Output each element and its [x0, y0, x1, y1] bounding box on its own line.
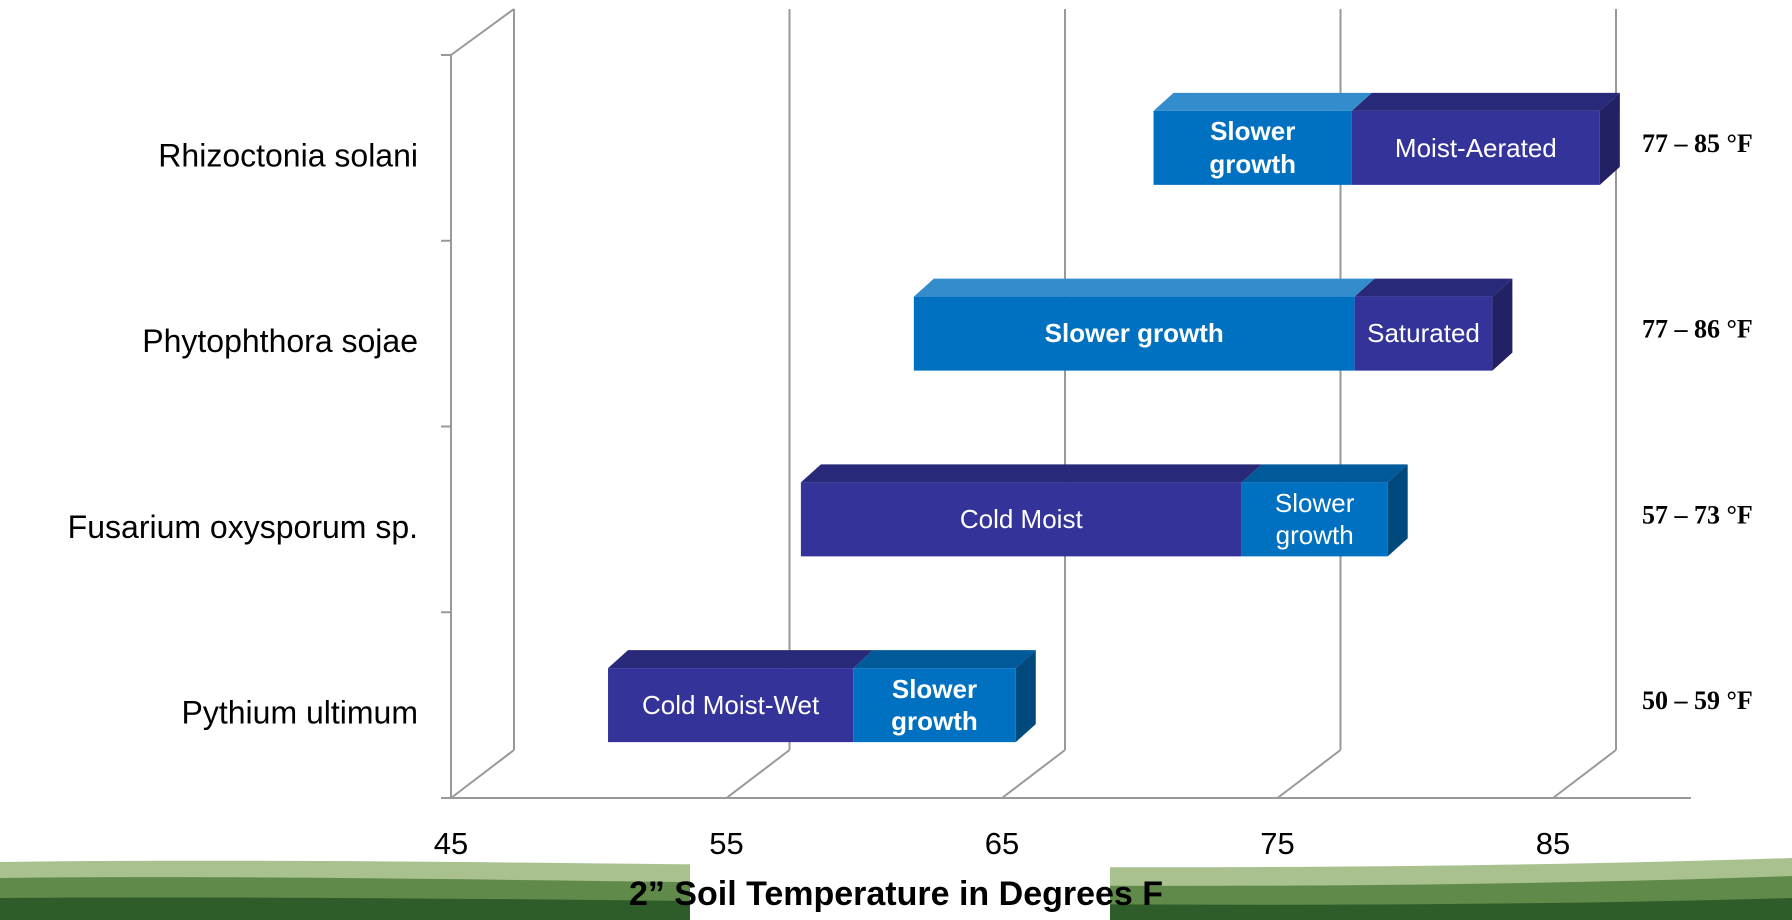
- bar-top: [1352, 93, 1620, 111]
- x-axis-title: 2” Soil Temperature in Degrees F: [629, 875, 1163, 913]
- x-tick-label: 65: [985, 826, 1019, 861]
- bar-top: [801, 464, 1262, 482]
- segment-label-box: Cold Moist: [801, 482, 1242, 556]
- range-label: 50 – 59 °F: [1642, 686, 1753, 715]
- segment-label: Slower growth: [853, 668, 1016, 742]
- segment-label: Slower growth: [1242, 482, 1388, 556]
- range-label: 77 – 85 °F: [1642, 129, 1753, 158]
- grid-line: [1002, 750, 1065, 798]
- segment-label: Moist-Aerated: [1352, 111, 1600, 185]
- category-label: Rhizoctonia solani: [158, 137, 418, 173]
- wall-edge: [451, 9, 514, 55]
- grid-line: [727, 750, 790, 798]
- range-label: 77 – 86 °F: [1642, 315, 1753, 344]
- segment-label-box: Slower growth: [853, 668, 1016, 742]
- category-label: Phytophthora sojae: [142, 323, 418, 359]
- bar-top: [1355, 279, 1513, 297]
- x-tick-label: 85: [1536, 826, 1570, 861]
- grid-line: [1553, 750, 1616, 798]
- segment-label: Slower growth: [1154, 111, 1352, 185]
- range-label: 57 – 73 °F: [1642, 500, 1753, 529]
- segment-label-box: Saturated: [1355, 297, 1493, 371]
- bar-top: [1154, 93, 1372, 111]
- x-tick-label: 55: [709, 826, 743, 861]
- segment-label: Saturated: [1355, 297, 1493, 371]
- segment-label: Cold Moist: [801, 482, 1242, 556]
- bar-top: [608, 650, 873, 668]
- grid-line: [1278, 750, 1341, 798]
- chart: 2” Soil Temperature in Degrees F 45 55 65 7…: [0, 0, 1792, 920]
- x-tick-label: 45: [434, 826, 468, 861]
- segment-label-box: Slower growth: [914, 297, 1355, 371]
- segment-label-box: Cold Moist-Wet: [608, 668, 853, 742]
- category-label: Pythium ultimum: [182, 695, 419, 731]
- x-tick-label: 75: [1260, 826, 1294, 861]
- grid-line: [451, 750, 514, 798]
- bar-top: [853, 650, 1036, 668]
- segment-label: Cold Moist-Wet: [608, 668, 853, 742]
- category-label: Fusarium oxysporum sp.: [68, 509, 418, 545]
- segment-label-box: Slower growth: [1242, 482, 1388, 556]
- bar-top: [914, 279, 1375, 297]
- bar-top: [1242, 464, 1408, 482]
- segment-label-box: Moist-Aerated: [1352, 111, 1600, 185]
- segment-label: Slower growth: [914, 297, 1355, 371]
- segment-label-box: Slower growth: [1154, 111, 1352, 185]
